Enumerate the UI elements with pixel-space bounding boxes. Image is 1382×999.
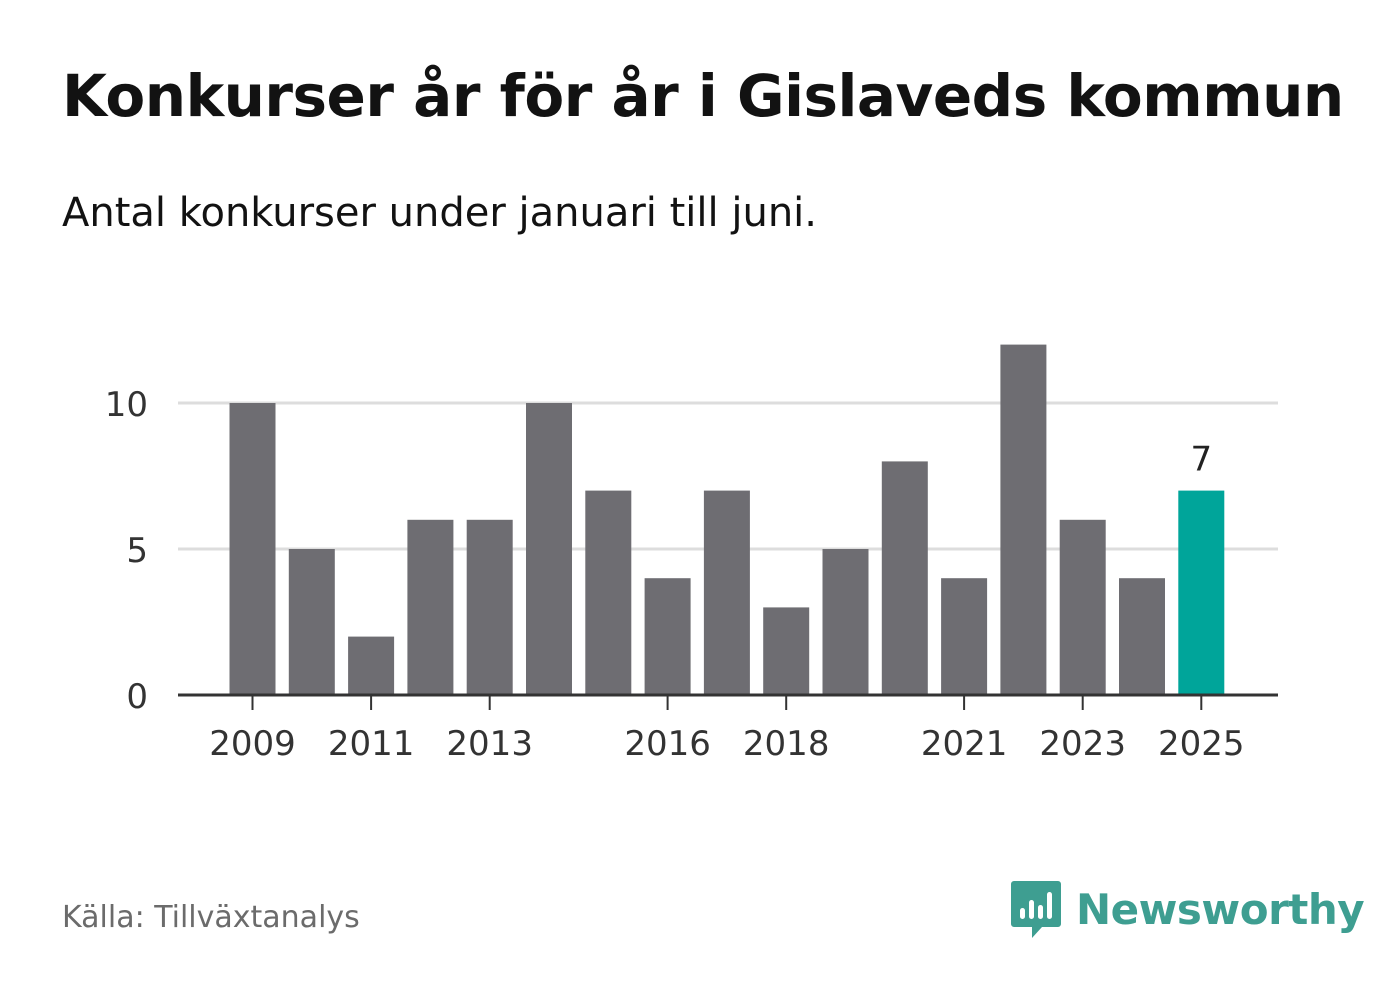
newsworthy-logo: Newsworthy	[1010, 878, 1365, 940]
x-tick-label: 2025	[1158, 724, 1245, 764]
data-label-2025: 7	[1190, 440, 1212, 480]
chart-subtitle: Antal konkurser under januari till juni.	[62, 190, 817, 236]
source-note: Källa: Tillväxtanalys	[62, 900, 360, 935]
x-tick-label: 2023	[1039, 724, 1126, 764]
bar-2023	[1059, 519, 1106, 695]
bar-2015	[585, 490, 632, 695]
bar-2013	[466, 519, 513, 695]
bar-2011	[348, 636, 395, 695]
bar-2017	[703, 490, 750, 695]
bar-2012	[407, 519, 454, 695]
newsworthy-logo-icon	[1011, 881, 1061, 938]
newsworthy-logo-text: Newsworthy	[1076, 884, 1365, 934]
bar-2010	[288, 549, 335, 695]
y-tick-label: 0	[126, 677, 148, 717]
bar-2018	[763, 607, 810, 695]
y-tick-label: 10	[105, 385, 148, 425]
x-tick-label: 2009	[209, 724, 296, 764]
bar-2021	[941, 578, 988, 695]
chart-title: Konkurser år för år i Gislaveds kommun	[62, 62, 1344, 130]
x-tick-label: 2018	[743, 724, 830, 764]
bar-2020	[881, 461, 928, 695]
x-tick-label: 2021	[921, 724, 1008, 764]
bar-2019	[822, 549, 869, 695]
bar-2025	[1178, 490, 1225, 695]
bar-2022	[1000, 344, 1047, 695]
bar-2014	[526, 403, 572, 695]
x-tick-label: 2013	[446, 724, 533, 764]
bar-2009	[229, 403, 276, 695]
x-tick-label: 2016	[624, 724, 711, 764]
x-tick-label: 2011	[328, 724, 415, 764]
y-tick-label: 5	[126, 531, 148, 571]
bar-2024	[1119, 578, 1165, 695]
bar-2016	[644, 578, 691, 695]
